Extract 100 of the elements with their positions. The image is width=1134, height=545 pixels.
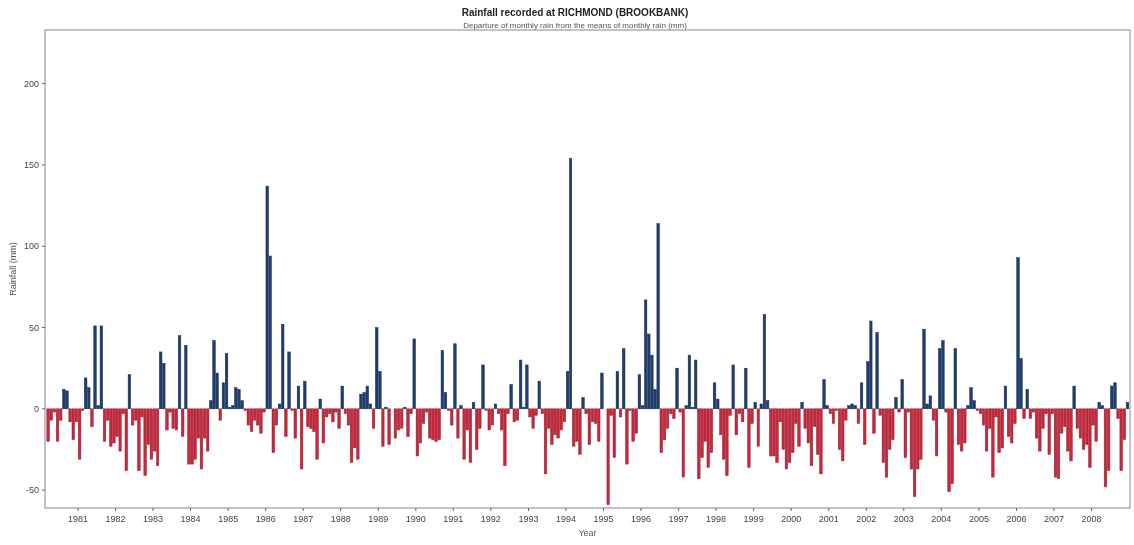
bar: [1053, 408, 1058, 478]
bar: [453, 343, 457, 410]
bar: [637, 374, 641, 410]
bar: [1047, 408, 1051, 455]
x-tick-label: 1989: [368, 514, 389, 524]
bar: [71, 408, 75, 440]
bar: [143, 408, 147, 476]
bar: [775, 408, 779, 463]
bar: [1097, 402, 1101, 410]
bar: [265, 185, 269, 410]
bar: [440, 350, 444, 410]
bar: [284, 408, 288, 437]
bar: [897, 408, 901, 413]
bar: [697, 408, 701, 479]
bar: [1022, 408, 1026, 419]
bar: [450, 408, 454, 426]
bar: [468, 408, 472, 463]
bar: [337, 408, 341, 429]
bar: [797, 408, 801, 447]
bar: [525, 364, 529, 410]
bar: [212, 340, 216, 410]
bar: [503, 408, 507, 466]
bar: [659, 408, 663, 453]
bar: [1016, 257, 1020, 410]
bar: [199, 408, 203, 470]
y-tick-label: 50: [28, 322, 39, 333]
bar: [206, 408, 210, 452]
x-tick-label: 2008: [1081, 514, 1102, 524]
bar: [747, 408, 751, 468]
bar: [178, 335, 182, 410]
bar: [587, 408, 591, 445]
bar: [340, 385, 344, 410]
bar: [519, 359, 523, 410]
bar: [550, 408, 554, 445]
bar: [850, 403, 854, 410]
bar: [456, 408, 460, 439]
bar: [1094, 408, 1098, 442]
bar: [725, 408, 729, 476]
bar: [350, 408, 354, 463]
bar: [99, 325, 103, 410]
x-tick-label: 2004: [931, 514, 952, 524]
bar: [612, 408, 616, 458]
bar: [615, 371, 619, 410]
bar: [597, 408, 601, 442]
bar: [544, 408, 548, 475]
bar: [1082, 408, 1086, 450]
bar: [860, 382, 864, 410]
bar: [165, 408, 169, 431]
bar: [387, 408, 391, 445]
bar: [531, 408, 535, 429]
bar: [734, 408, 738, 436]
bar: [306, 408, 310, 427]
bar: [872, 408, 876, 434]
bar: [372, 408, 376, 429]
bar: [841, 408, 845, 462]
bar: [184, 345, 188, 410]
bar: [434, 408, 438, 442]
bar: [1113, 382, 1117, 410]
bar: [1100, 405, 1104, 410]
bar: [149, 408, 153, 460]
x-tick-label: 1987: [293, 514, 314, 524]
bar: [190, 408, 194, 465]
x-tick-label: 1982: [105, 514, 126, 524]
x-tick-label: 2001: [818, 514, 839, 524]
x-tick-label: 1994: [555, 514, 576, 524]
bar: [296, 385, 300, 410]
y-tick-label: 100: [23, 241, 39, 252]
bar: [1025, 389, 1029, 410]
bar: [1088, 408, 1092, 468]
bar: [675, 367, 679, 410]
bar: [656, 223, 660, 410]
x-tick-label: 1986: [255, 514, 276, 524]
bar: [462, 408, 466, 460]
bar: [985, 408, 989, 452]
bar: [512, 408, 516, 423]
bar: [569, 158, 573, 410]
bar: [90, 408, 94, 427]
y-axis-title: Rainfall (mm): [8, 242, 18, 296]
bar: [960, 408, 964, 452]
bar: [62, 389, 66, 410]
x-axis-title: Year: [578, 528, 597, 538]
bar: [84, 377, 88, 410]
bar: [287, 351, 291, 410]
x-tick-label: 1999: [743, 514, 764, 524]
bar: [913, 408, 917, 497]
bar: [293, 408, 297, 439]
bar: [941, 340, 945, 410]
bar: [687, 354, 691, 410]
bar: [494, 403, 497, 410]
bar: [731, 364, 735, 410]
chart-subtitle: Departure of monthly rain from the means of monthly rain (mm): [463, 21, 688, 30]
bar: [318, 398, 322, 410]
x-tick-label: 2000: [781, 514, 802, 524]
bar: [1057, 408, 1060, 479]
bar: [753, 402, 757, 410]
bar: [393, 408, 397, 439]
bar: [997, 408, 1001, 453]
bar: [412, 338, 416, 410]
bar: [756, 408, 760, 447]
y-tick-label: 200: [23, 78, 39, 89]
